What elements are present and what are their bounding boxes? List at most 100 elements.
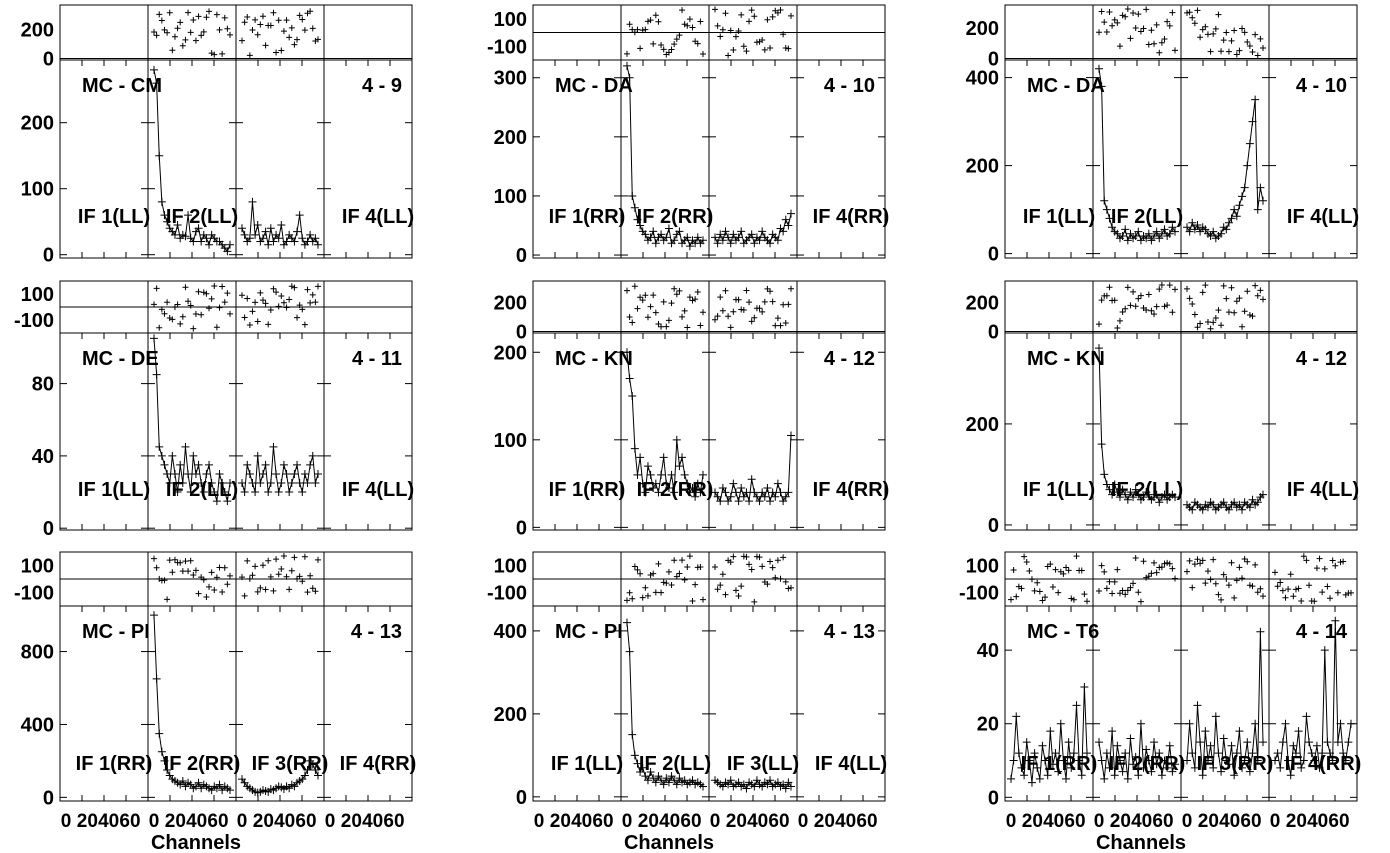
- phase-point: [1169, 9, 1176, 16]
- phase-point: [1119, 12, 1126, 19]
- x-tick-label: 60: [856, 811, 877, 832]
- amplitude-point: [1188, 749, 1197, 758]
- amplitude-point: [683, 233, 692, 242]
- amplitude-point: [1291, 749, 1300, 758]
- phase-point: [717, 582, 724, 589]
- amplitude-point: [643, 776, 652, 785]
- phase-point: [249, 308, 256, 315]
- amplitude-point: [1331, 616, 1340, 625]
- phase-point: [190, 325, 197, 332]
- phase-point: [1135, 11, 1142, 18]
- amplitude-y-tick-label: 200: [966, 156, 999, 178]
- amplitude-point: [282, 237, 291, 246]
- phase-point: [296, 12, 303, 19]
- amplitude-point: [1299, 756, 1308, 765]
- phase-point: [1114, 19, 1121, 26]
- amplitude-point: [716, 497, 725, 506]
- phase-point: [764, 581, 771, 588]
- phase-point: [1124, 6, 1131, 13]
- amplitude-point: [173, 221, 182, 229]
- amplitude-point: [630, 203, 639, 212]
- phase-point: [283, 304, 290, 311]
- x-tick-label: 40: [1219, 811, 1240, 832]
- x-tick-label: 40: [659, 811, 680, 832]
- phase-point: [301, 553, 308, 560]
- if-label: IF 1(RR): [549, 206, 626, 228]
- phase-point: [262, 42, 269, 49]
- phase-point: [624, 287, 630, 294]
- amplitude-point: [243, 460, 252, 469]
- phase-point: [1260, 593, 1266, 600]
- amplitude-point: [750, 239, 759, 248]
- amplitude-point: [1105, 485, 1114, 494]
- amplitude-point: [253, 451, 262, 460]
- phase-point: [161, 26, 168, 33]
- amplitude-point: [1083, 749, 1091, 758]
- amplitude-point: [287, 479, 296, 488]
- phase-point: [1254, 52, 1261, 59]
- amplitude-point: [314, 469, 322, 478]
- x-tick-label: 60: [383, 811, 404, 832]
- phase-point: [206, 305, 213, 312]
- amplitude-point: [641, 230, 650, 239]
- phase-point: [1156, 286, 1163, 293]
- phase-point: [668, 582, 675, 589]
- amplitude-point: [731, 488, 740, 497]
- phase-point: [252, 16, 259, 23]
- amplitude-point: [680, 776, 689, 785]
- phase-point: [694, 289, 701, 296]
- amplitude-point: [752, 492, 761, 501]
- amplitude-point: [300, 469, 309, 478]
- phase-point: [631, 283, 638, 290]
- phase-point: [1140, 558, 1147, 565]
- phase-point: [262, 586, 269, 593]
- phase-point: [748, 566, 755, 573]
- phase-point: [166, 557, 173, 564]
- if-label: IF 4(RR): [813, 479, 890, 501]
- amplitude-point: [766, 239, 775, 248]
- amplitude-point: [688, 483, 697, 492]
- phase-point: [1151, 311, 1158, 318]
- phase-point: [246, 575, 253, 582]
- phase-point: [751, 598, 758, 605]
- phase-point: [1321, 565, 1328, 572]
- amplitude-point: [1009, 756, 1018, 765]
- phase-point: [681, 21, 688, 28]
- phase-point: [278, 566, 285, 573]
- amplitude-point: [1056, 719, 1065, 728]
- x-tick-label: 60: [592, 811, 613, 832]
- amplitude-point: [258, 234, 267, 243]
- amplitude-point: [1235, 500, 1244, 509]
- amplitude-y-tick-label: 200: [494, 704, 527, 726]
- x-tick-label: 0: [1006, 811, 1017, 832]
- amplitude-point: [1230, 771, 1239, 780]
- amplitude-point: [1193, 221, 1202, 229]
- phase-point: [151, 301, 157, 308]
- phase-point: [1122, 13, 1129, 20]
- amplitude-point: [170, 469, 179, 478]
- baseline-label: MC - PI: [82, 621, 150, 643]
- phase-point: [265, 557, 272, 564]
- amplitude-point: [1155, 234, 1164, 243]
- amplitude-point: [274, 488, 283, 497]
- phase-point: [740, 306, 747, 313]
- phase-point: [655, 321, 662, 328]
- amplitude-point: [1157, 229, 1166, 238]
- amplitude-point: [1259, 490, 1267, 499]
- phase-point: [1348, 589, 1354, 596]
- phase-point: [686, 294, 693, 301]
- phase-point: [1316, 555, 1323, 562]
- phase-point: [1135, 295, 1142, 302]
- phase-point: [1231, 27, 1238, 34]
- amplitude-point: [1017, 763, 1026, 772]
- phase-point: [1244, 288, 1251, 295]
- phase-point: [780, 301, 787, 308]
- phase-point: [727, 324, 734, 331]
- phase-point: [192, 567, 199, 574]
- phase-point: [227, 31, 233, 38]
- amplitude-point: [771, 492, 780, 501]
- phase-point: [665, 317, 672, 324]
- amplitude-point: [773, 236, 782, 245]
- phase-point: [719, 26, 726, 33]
- phase-point: [1241, 308, 1248, 315]
